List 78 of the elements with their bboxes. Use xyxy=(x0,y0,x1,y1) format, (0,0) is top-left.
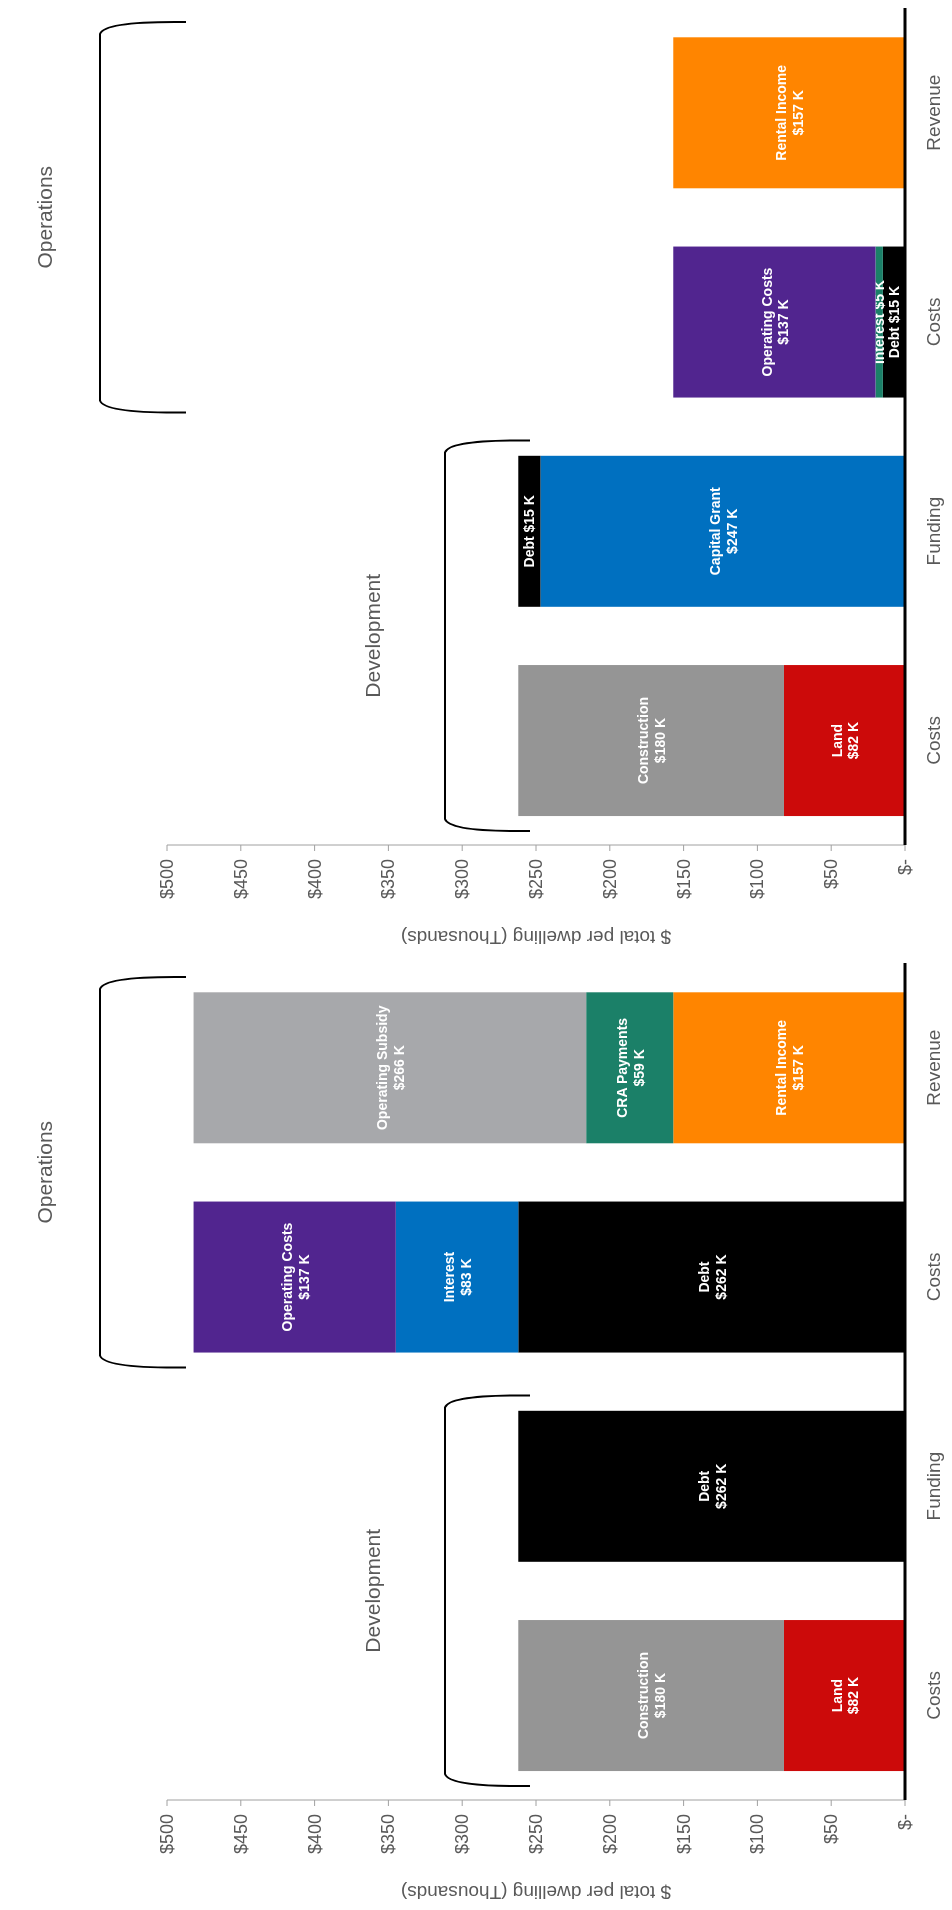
x-tick-label: $200 xyxy=(599,859,620,900)
x-tick-label: $50 xyxy=(821,1814,842,1845)
series-label: Rental Income xyxy=(773,1019,790,1116)
x-tick-label: $400 xyxy=(304,1814,325,1855)
series-label: Land xyxy=(828,723,845,758)
y-tick-label: Revenue xyxy=(922,1029,944,1106)
bar xyxy=(193,992,587,1144)
series-label: Interest xyxy=(441,1251,458,1303)
series-label: Land xyxy=(828,1678,845,1713)
series-label: Capital Grant xyxy=(706,487,723,576)
data-label: $137 K xyxy=(775,299,792,345)
data-label: $266 K xyxy=(390,1045,407,1091)
text: Debt $15 K xyxy=(521,495,538,568)
data-label: $83 K xyxy=(458,1258,475,1296)
x-tick-label: $300 xyxy=(452,859,473,900)
bar xyxy=(395,1201,519,1353)
bar xyxy=(783,665,905,817)
x-tick-label: $250 xyxy=(526,1814,546,1855)
x-tick-label: $200 xyxy=(599,1814,620,1855)
text: Debt xyxy=(695,1470,712,1502)
annotation: Development xyxy=(360,573,384,698)
text: Operations xyxy=(32,165,56,269)
y-tick-label: Costs xyxy=(922,1671,944,1720)
series-label: Construction xyxy=(635,696,652,785)
x-tick-label: $- xyxy=(895,1814,915,1831)
text: Operations xyxy=(32,1120,56,1224)
data-label: $82 K xyxy=(845,721,862,760)
series-label: Rental Income xyxy=(773,64,790,161)
series-label: Construction xyxy=(635,1651,652,1740)
bar xyxy=(193,1201,396,1353)
data-label: $82 K xyxy=(845,1676,862,1715)
data-label: $157 K xyxy=(790,90,807,136)
bar xyxy=(518,1620,784,1772)
x-tick-label: $500 xyxy=(157,859,177,900)
x-tick-label: $450 xyxy=(230,859,251,900)
data-label: $262 K xyxy=(712,1254,729,1300)
x-tick-label: $500 xyxy=(157,1814,177,1855)
series-label: CRA Payments xyxy=(613,1017,630,1118)
x-tick-label: $100 xyxy=(747,1814,768,1855)
series-label: Operating Subsidy xyxy=(374,1005,391,1131)
y-tick-label: Funding xyxy=(922,1451,944,1521)
y-tick-label: Costs xyxy=(922,1252,944,1302)
bar xyxy=(673,992,905,1144)
bar xyxy=(586,992,674,1144)
data-label: $180 K xyxy=(652,717,669,764)
x-tick-label: $450 xyxy=(230,1814,251,1855)
x-tick-label: $- xyxy=(895,859,915,876)
x-axis-title: $ total per dwelling (Thousands) xyxy=(400,1881,672,1903)
data-label: $157 K xyxy=(790,1045,807,1091)
y-tick-label: Costs xyxy=(922,297,944,347)
data-label: $247 K xyxy=(723,508,740,554)
series-label: Debt xyxy=(695,1261,712,1293)
bar xyxy=(540,455,905,607)
annotation: Development xyxy=(360,1528,384,1653)
x-axis-title: $ total per dwelling (Thousands) xyxy=(400,926,672,948)
y-tick-label: Funding xyxy=(922,496,944,566)
data-label: $262 K xyxy=(712,1463,729,1509)
text: Debt $15 K xyxy=(885,285,902,359)
bar xyxy=(783,1620,905,1772)
x-tick-label: $400 xyxy=(304,859,325,900)
y-tick-label: Revenue xyxy=(922,74,944,151)
bar xyxy=(673,37,905,189)
x-tick-label: $150 xyxy=(673,859,694,900)
data-label: $137 K xyxy=(295,1254,312,1300)
x-tick-label: $350 xyxy=(378,859,399,900)
data-label: $180 K xyxy=(652,1672,669,1719)
x-tick-label: $350 xyxy=(378,1814,399,1855)
bar xyxy=(518,665,784,817)
data-label: $59 K xyxy=(630,1049,647,1087)
x-tick-label: $50 xyxy=(821,859,842,890)
series-label: Operating Costs xyxy=(758,267,775,377)
x-tick-label: $300 xyxy=(452,1814,473,1855)
series-label: Operating Costs xyxy=(278,1222,295,1332)
bar xyxy=(673,246,876,398)
x-tick-label: $250 xyxy=(526,859,546,900)
x-tick-label: $100 xyxy=(747,859,768,900)
x-tick-label: $150 xyxy=(673,1814,694,1855)
y-tick-label: Costs xyxy=(922,716,944,765)
